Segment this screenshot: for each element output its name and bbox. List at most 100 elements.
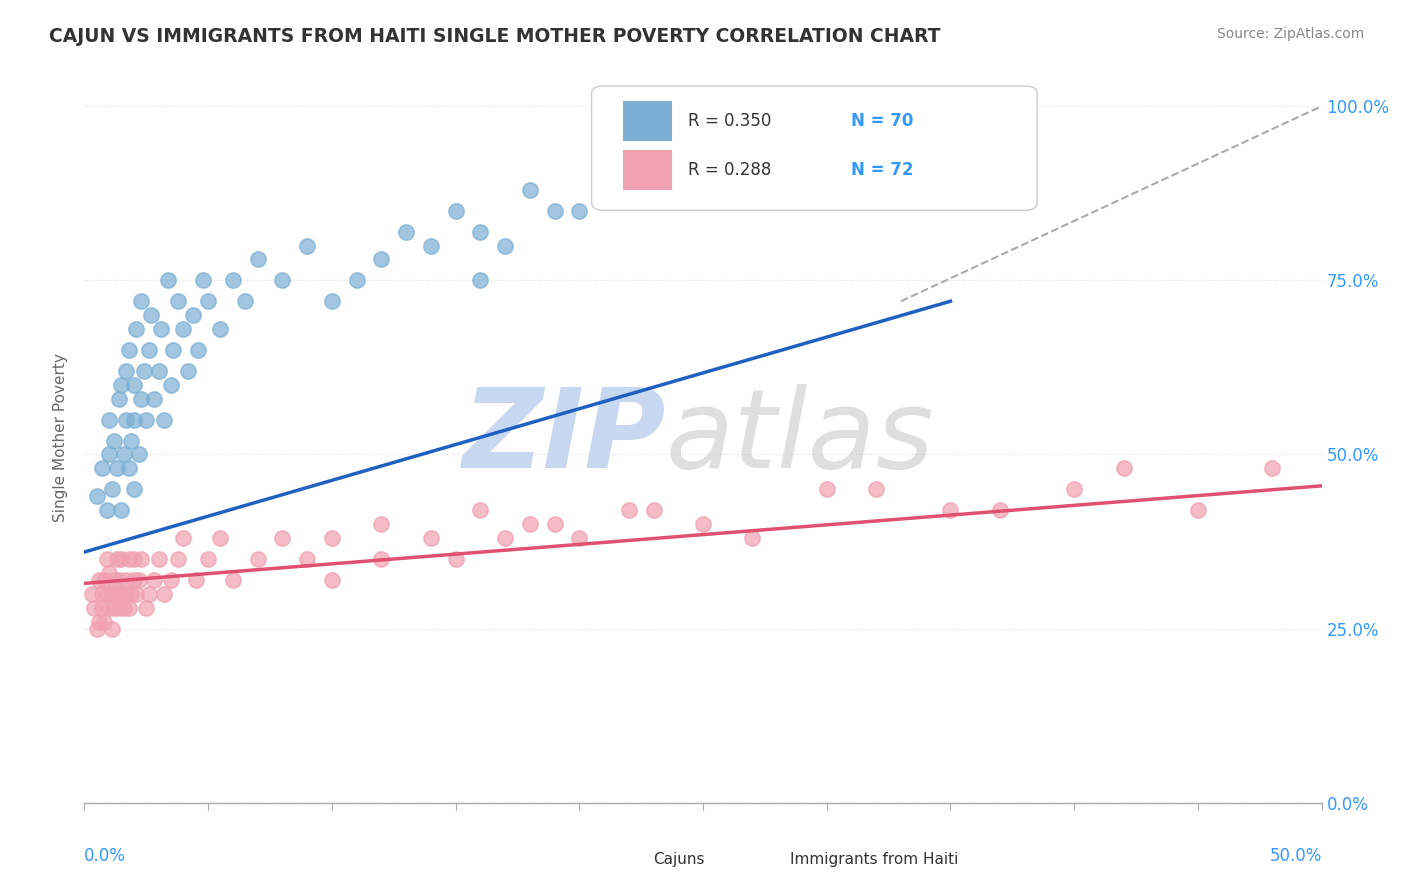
Point bbox=[98, 600, 121, 615]
Point bbox=[717, 155, 740, 169]
Point bbox=[96, 503, 118, 517]
Point bbox=[160, 377, 183, 392]
Point bbox=[96, 552, 118, 566]
Point bbox=[108, 392, 131, 406]
Point bbox=[209, 531, 232, 545]
Point bbox=[494, 531, 516, 545]
Point bbox=[129, 294, 152, 309]
Point bbox=[110, 587, 132, 601]
Point bbox=[135, 600, 157, 615]
Point bbox=[470, 273, 492, 287]
Point bbox=[110, 503, 132, 517]
Point bbox=[692, 155, 714, 169]
Point bbox=[222, 573, 245, 587]
Point bbox=[346, 273, 368, 287]
Point bbox=[128, 448, 150, 462]
Point bbox=[370, 552, 392, 566]
Point bbox=[988, 503, 1011, 517]
Point bbox=[98, 448, 121, 462]
Point bbox=[110, 377, 132, 392]
Point bbox=[112, 600, 135, 615]
Point bbox=[197, 552, 219, 566]
Point bbox=[110, 552, 132, 566]
Point bbox=[120, 434, 142, 448]
Bar bbox=[740, 845, 780, 874]
Point bbox=[370, 252, 392, 267]
Point bbox=[141, 308, 163, 322]
Point bbox=[135, 412, 157, 426]
Point bbox=[321, 573, 343, 587]
Point bbox=[138, 587, 160, 601]
Point bbox=[90, 461, 112, 475]
FancyBboxPatch shape bbox=[592, 86, 1038, 211]
Point bbox=[115, 573, 138, 587]
Point bbox=[519, 517, 541, 532]
Point bbox=[93, 573, 115, 587]
Point bbox=[246, 252, 269, 267]
Point bbox=[191, 273, 214, 287]
Point bbox=[519, 183, 541, 197]
Point bbox=[1112, 461, 1135, 475]
Text: R = 0.350: R = 0.350 bbox=[688, 112, 772, 130]
Point bbox=[142, 392, 165, 406]
Point bbox=[105, 461, 128, 475]
Point bbox=[108, 573, 131, 587]
Point bbox=[177, 364, 200, 378]
Point bbox=[419, 238, 441, 252]
Point bbox=[187, 343, 209, 357]
Point bbox=[118, 552, 141, 566]
Point bbox=[1187, 503, 1209, 517]
Point bbox=[494, 238, 516, 252]
Text: Immigrants from Haiti: Immigrants from Haiti bbox=[790, 852, 957, 867]
Bar bbox=[623, 150, 672, 190]
Point bbox=[132, 364, 155, 378]
Point bbox=[914, 113, 936, 128]
Text: 0.0%: 0.0% bbox=[84, 847, 127, 864]
Point bbox=[568, 203, 591, 218]
Point bbox=[167, 552, 190, 566]
Point bbox=[617, 169, 640, 183]
Point bbox=[271, 531, 294, 545]
Bar bbox=[605, 845, 644, 874]
Point bbox=[692, 517, 714, 532]
Point bbox=[100, 622, 122, 636]
Text: N = 72: N = 72 bbox=[852, 161, 914, 179]
Point bbox=[122, 573, 145, 587]
Point bbox=[122, 552, 145, 566]
Point bbox=[162, 343, 184, 357]
Point bbox=[152, 587, 174, 601]
Point bbox=[98, 566, 121, 580]
Point bbox=[89, 615, 111, 629]
Point bbox=[128, 573, 150, 587]
Point bbox=[118, 600, 141, 615]
Point bbox=[444, 552, 467, 566]
Point bbox=[184, 573, 207, 587]
Point bbox=[93, 615, 115, 629]
Point bbox=[197, 294, 219, 309]
Point bbox=[172, 531, 194, 545]
Point bbox=[1261, 461, 1284, 475]
Text: atlas: atlas bbox=[666, 384, 935, 491]
Point bbox=[138, 343, 160, 357]
Point bbox=[90, 600, 112, 615]
Point bbox=[142, 573, 165, 587]
Point bbox=[568, 531, 591, 545]
Point bbox=[83, 600, 105, 615]
Point bbox=[112, 448, 135, 462]
Point bbox=[122, 377, 145, 392]
Point bbox=[1063, 483, 1085, 497]
Point bbox=[125, 322, 148, 336]
Text: ZIP: ZIP bbox=[463, 384, 666, 491]
Point bbox=[209, 322, 232, 336]
Text: Source: ZipAtlas.com: Source: ZipAtlas.com bbox=[1216, 27, 1364, 41]
Point bbox=[148, 364, 170, 378]
Point bbox=[148, 552, 170, 566]
Point bbox=[118, 461, 141, 475]
Point bbox=[222, 273, 245, 287]
Point bbox=[321, 531, 343, 545]
Point bbox=[105, 552, 128, 566]
Point bbox=[118, 343, 141, 357]
Point bbox=[100, 587, 122, 601]
Point bbox=[271, 273, 294, 287]
Point bbox=[115, 412, 138, 426]
